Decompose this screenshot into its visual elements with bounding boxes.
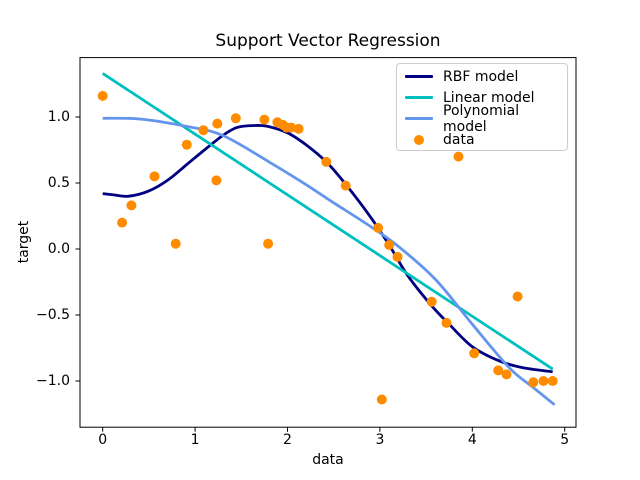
x-tick-label: 1 — [190, 432, 200, 448]
line-marker-icon — [405, 117, 433, 120]
data-point — [453, 151, 464, 162]
legend-entry: Polynomial model — [404, 103, 567, 135]
line-marker-icon — [405, 75, 433, 78]
data-point — [384, 240, 395, 250]
data-point — [376, 394, 387, 405]
legend-label: Linear model — [443, 89, 535, 106]
data-point — [126, 200, 137, 211]
y-tick-label: −1.0 — [36, 373, 70, 389]
legend-line-swatch — [404, 96, 434, 99]
polynomial-model-line — [102, 116, 556, 406]
y-tick-label: −0.5 — [36, 307, 70, 323]
legend-entry: Linear model — [404, 87, 567, 108]
data-point — [538, 376, 549, 386]
legend-label: RBF model — [443, 68, 519, 85]
data-point — [547, 376, 558, 386]
data-point — [286, 122, 297, 133]
data-point — [441, 317, 452, 328]
x-axis-label: data — [312, 452, 344, 468]
data-point — [528, 377, 539, 388]
data-point — [512, 291, 523, 302]
data-point — [149, 171, 160, 182]
line-marker-icon — [405, 96, 433, 99]
axes-frame — [79, 57, 577, 428]
data-point — [340, 180, 351, 191]
legend-dot-swatch — [404, 134, 434, 145]
legend-entry: RBF model — [404, 66, 567, 87]
data-point — [198, 125, 209, 136]
data-point — [321, 156, 332, 167]
x-tick-label: 5 — [560, 432, 570, 448]
x-tick-label: 0 — [98, 432, 108, 448]
data-point — [501, 369, 512, 380]
data-point — [97, 90, 108, 101]
data-point — [392, 251, 403, 262]
data-point — [263, 238, 274, 249]
x-tick-label: 2 — [283, 432, 292, 448]
legend-line-swatch — [404, 75, 434, 78]
data-point — [117, 217, 128, 228]
legend-entry: data — [404, 129, 567, 150]
dot-marker-icon — [414, 134, 424, 145]
rbf-model-line — [102, 123, 553, 374]
data-point — [469, 348, 480, 359]
data-point — [170, 238, 181, 249]
y-tick-label: 0.0 — [47, 241, 70, 257]
data-point — [493, 365, 504, 376]
chart-title: Support Vector Regression — [215, 31, 441, 51]
legend-line-swatch — [404, 117, 434, 120]
data-point — [426, 296, 437, 307]
legend-label: Polynomial model — [443, 102, 520, 135]
x-tick-label: 3 — [375, 432, 385, 448]
linear-model-line — [101, 72, 554, 371]
x-tick-label: 4 — [467, 432, 477, 448]
legend: RBF model Linear model Polynomial model dat… — [396, 63, 568, 151]
legend-label: data — [443, 131, 475, 148]
data-point — [181, 139, 192, 150]
data-point — [293, 123, 304, 134]
y-tick-label: 0.5 — [47, 175, 70, 191]
data-point — [212, 118, 223, 129]
data-point — [259, 114, 270, 125]
data-point — [211, 175, 222, 186]
y-tick-label: 1.0 — [47, 109, 70, 125]
data-point — [373, 222, 384, 233]
data-point — [230, 113, 241, 124]
